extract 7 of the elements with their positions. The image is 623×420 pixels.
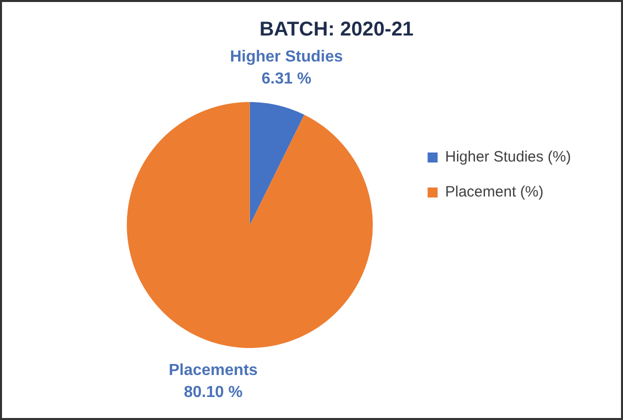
data-label: 6.31 % (262, 70, 312, 88)
legend-label: Higher Studies (%) (445, 148, 572, 166)
data-label: 80.10 % (184, 384, 243, 402)
chart-title: BATCH: 2020-21 (259, 18, 414, 41)
legend-label: Placement (%) (445, 184, 544, 201)
text: Higher Studies (230, 48, 343, 66)
text: Placements (168, 362, 258, 380)
